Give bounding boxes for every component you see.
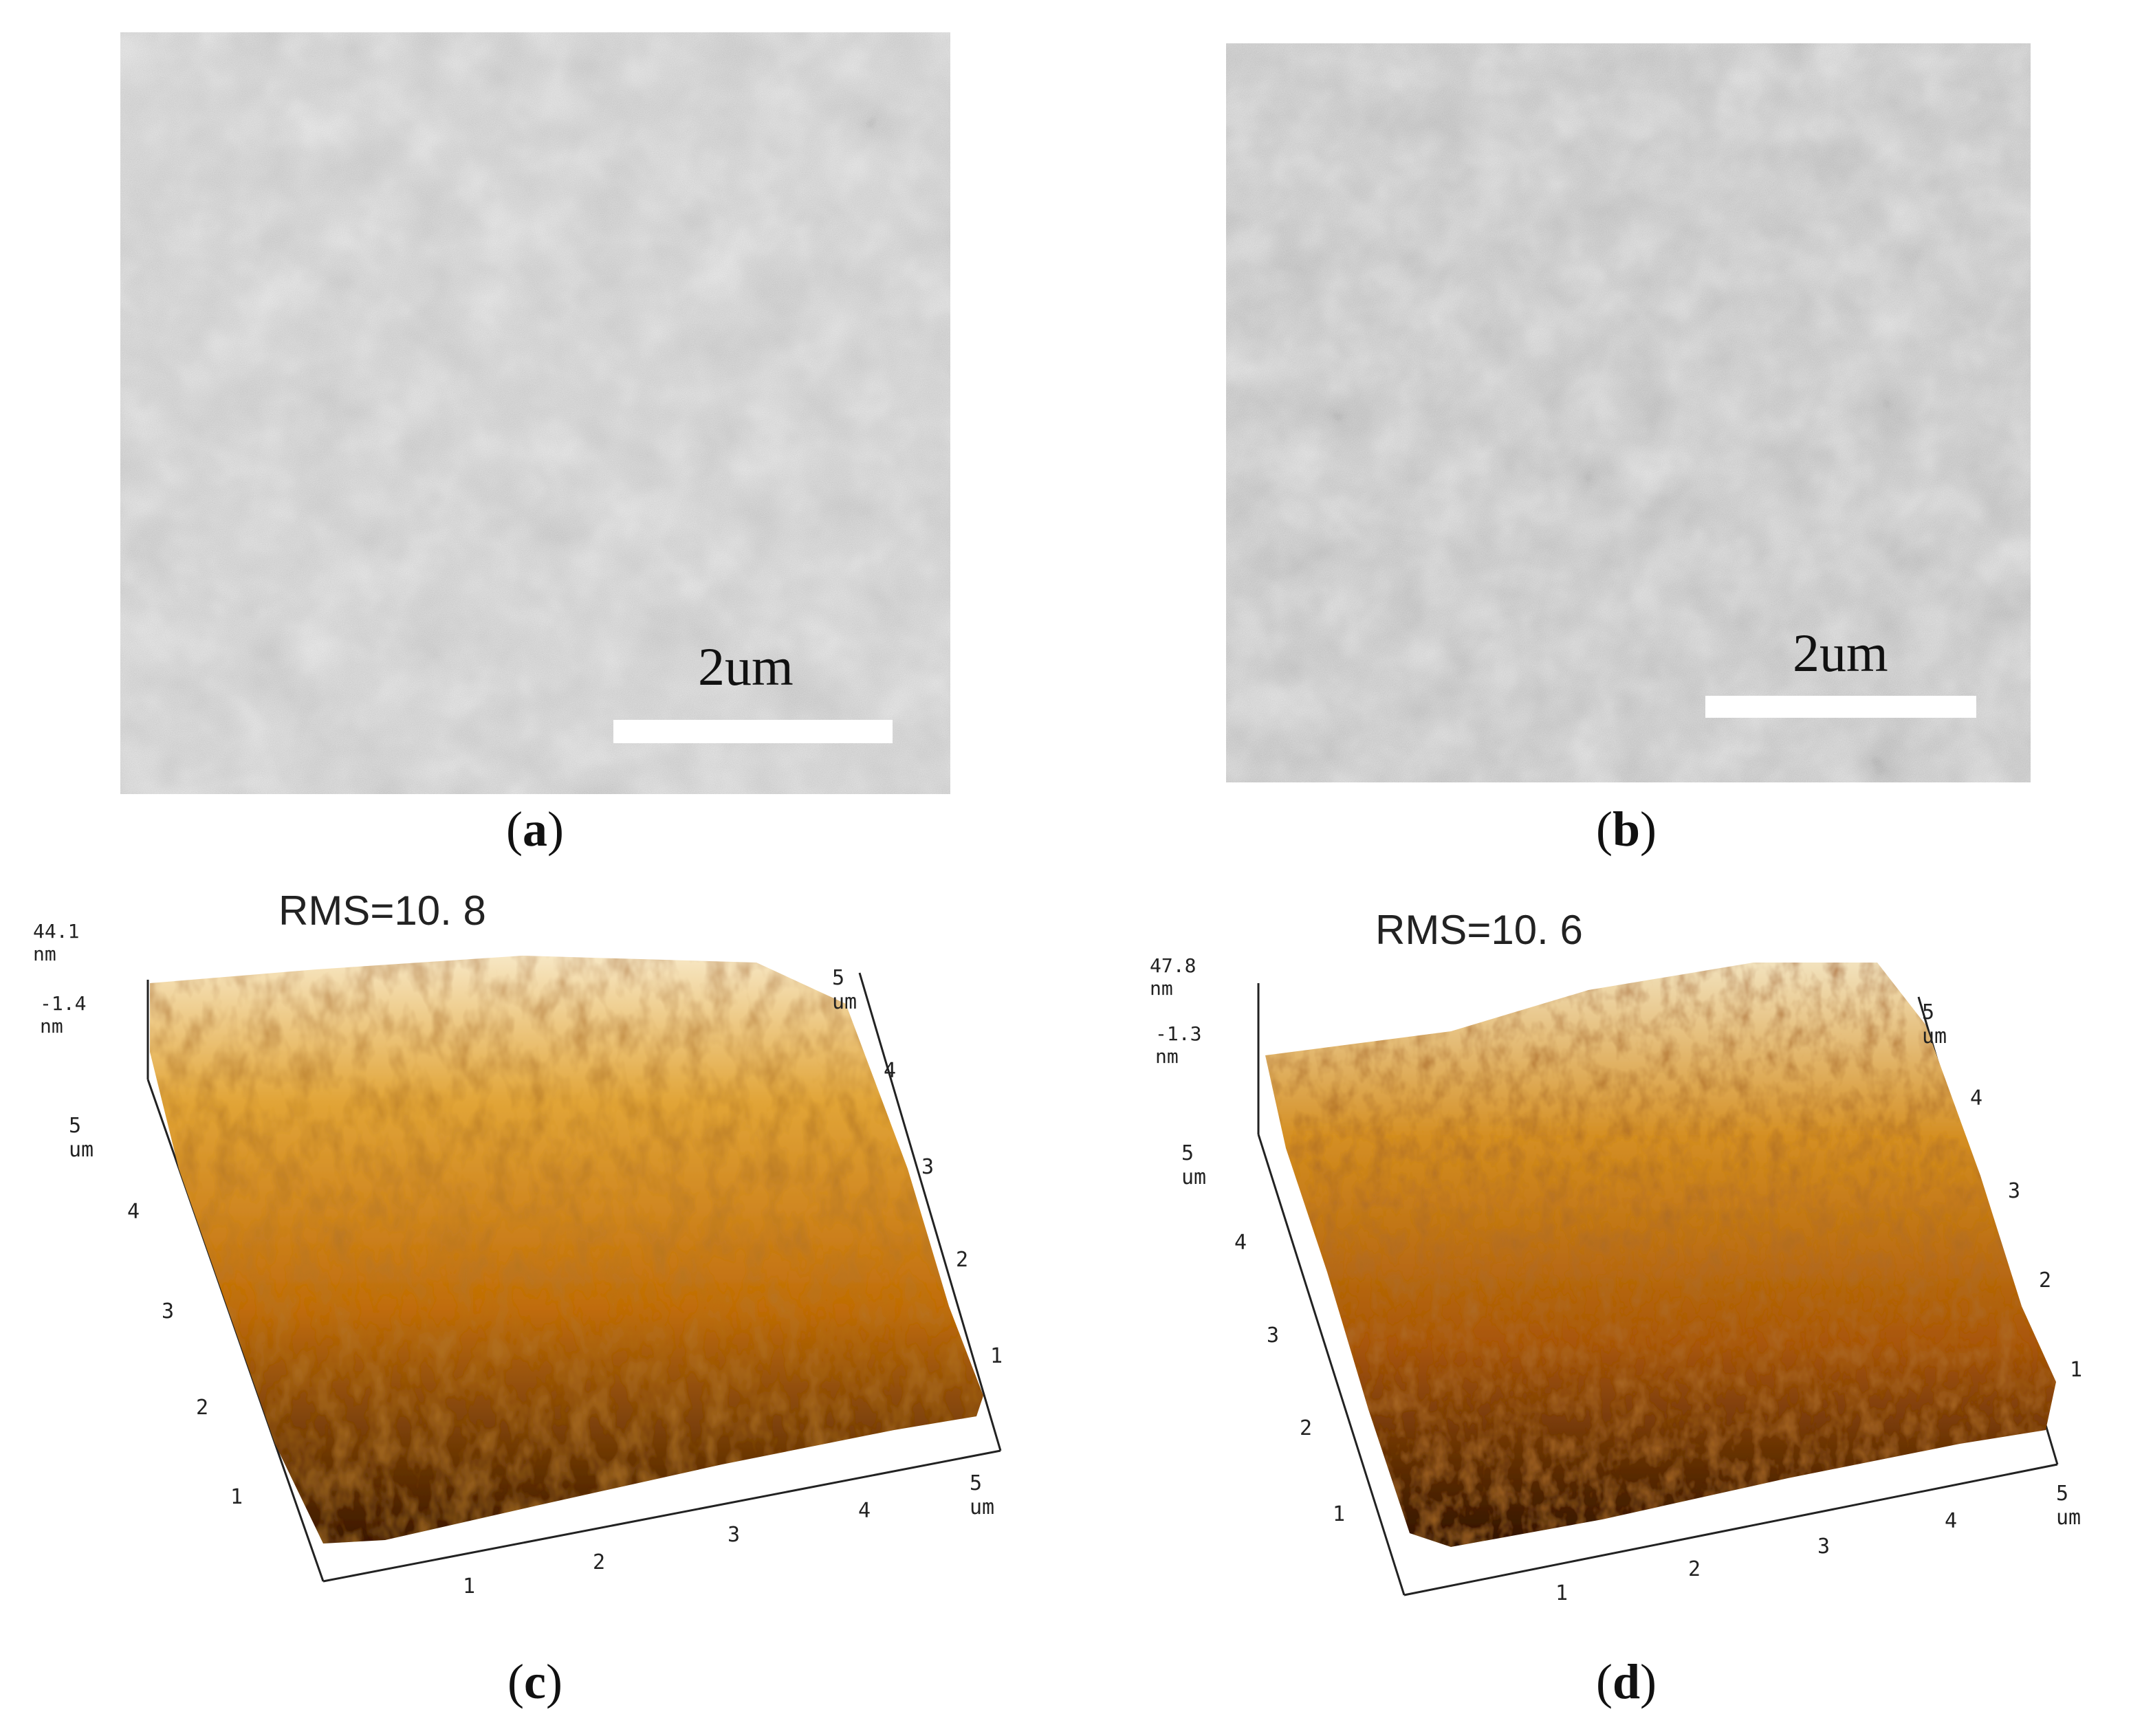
sem-image-a bbox=[120, 32, 950, 794]
r-tick-c-3: 3 bbox=[921, 1155, 935, 1179]
scale-label-a: 2um bbox=[698, 637, 794, 696]
caption-c: (c) bbox=[507, 1654, 562, 1709]
x-tick-d-1: 1 bbox=[1555, 1581, 1569, 1605]
rms-label-c: RMS=10. 8 bbox=[278, 888, 486, 934]
x-tick-d-4: 4 bbox=[1945, 1509, 1958, 1533]
x-tick-c-5: 5 um bbox=[970, 1471, 995, 1519]
y-tick-d-3: 3 bbox=[1267, 1323, 1280, 1348]
afm-surface-c bbox=[0, 880, 1066, 1609]
r-tick-c-5: 5 um bbox=[832, 966, 857, 1014]
r-tick-c-2: 2 bbox=[956, 1248, 969, 1272]
y-tick-c-3: 3 bbox=[162, 1299, 175, 1323]
x-tick-d-5: 5 um bbox=[2056, 1482, 2081, 1530]
y-tick-c-1: 1 bbox=[230, 1485, 243, 1509]
x-tick-c-2: 2 bbox=[593, 1550, 606, 1574]
caption-d: (d) bbox=[1595, 1654, 1657, 1709]
afm-surface-fill-c bbox=[150, 956, 983, 1543]
r-tick-d-2: 2 bbox=[2039, 1268, 2052, 1293]
z-max-label-c: 44.1 nm bbox=[33, 920, 80, 965]
r-tick-d-3: 3 bbox=[2008, 1179, 2021, 1203]
x-tick-d-2: 2 bbox=[1688, 1557, 1701, 1581]
y-tick-c-4: 4 bbox=[127, 1200, 140, 1224]
caption-b: (b) bbox=[1595, 802, 1657, 857]
r-tick-c-1: 1 bbox=[990, 1344, 1003, 1368]
x-tick-c-1: 1 bbox=[463, 1574, 476, 1598]
scale-label-b: 2um bbox=[1793, 623, 1888, 683]
r-tick-d-1: 1 bbox=[2070, 1358, 2083, 1382]
y-tick-c-2: 2 bbox=[196, 1396, 209, 1420]
x-tick-c-4: 4 bbox=[858, 1499, 871, 1523]
r-tick-d-5: 5 um bbox=[1922, 1000, 1947, 1048]
sem-image-b bbox=[1226, 43, 2031, 782]
y-tick-d-4: 4 bbox=[1234, 1231, 1247, 1255]
y-tick-d-2: 2 bbox=[1300, 1416, 1313, 1440]
z-max-label-d: 47.8 nm bbox=[1150, 954, 1196, 1000]
rms-label-d: RMS=10. 6 bbox=[1375, 907, 1583, 953]
x-tick-d-3: 3 bbox=[1817, 1535, 1831, 1559]
scale-bar-b bbox=[1705, 696, 1976, 718]
x-tick-c-3: 3 bbox=[728, 1523, 741, 1547]
caption-a: (a) bbox=[506, 802, 564, 857]
r-tick-d-4: 4 bbox=[1970, 1086, 1983, 1110]
z-min-label-c: -1.4 nm bbox=[40, 992, 87, 1037]
afm-surface-fill-d bbox=[1265, 963, 2056, 1547]
y-tick-c-5: 5 um bbox=[69, 1114, 94, 1162]
z-min-label-d: -1.3 nm bbox=[1155, 1022, 1202, 1068]
y-tick-d-5: 5 um bbox=[1181, 1141, 1207, 1189]
y-tick-d-1: 1 bbox=[1333, 1502, 1346, 1526]
r-tick-c-4: 4 bbox=[884, 1059, 897, 1083]
afm-surface-d bbox=[1066, 887, 2131, 1616]
scale-bar-a bbox=[613, 720, 893, 743]
